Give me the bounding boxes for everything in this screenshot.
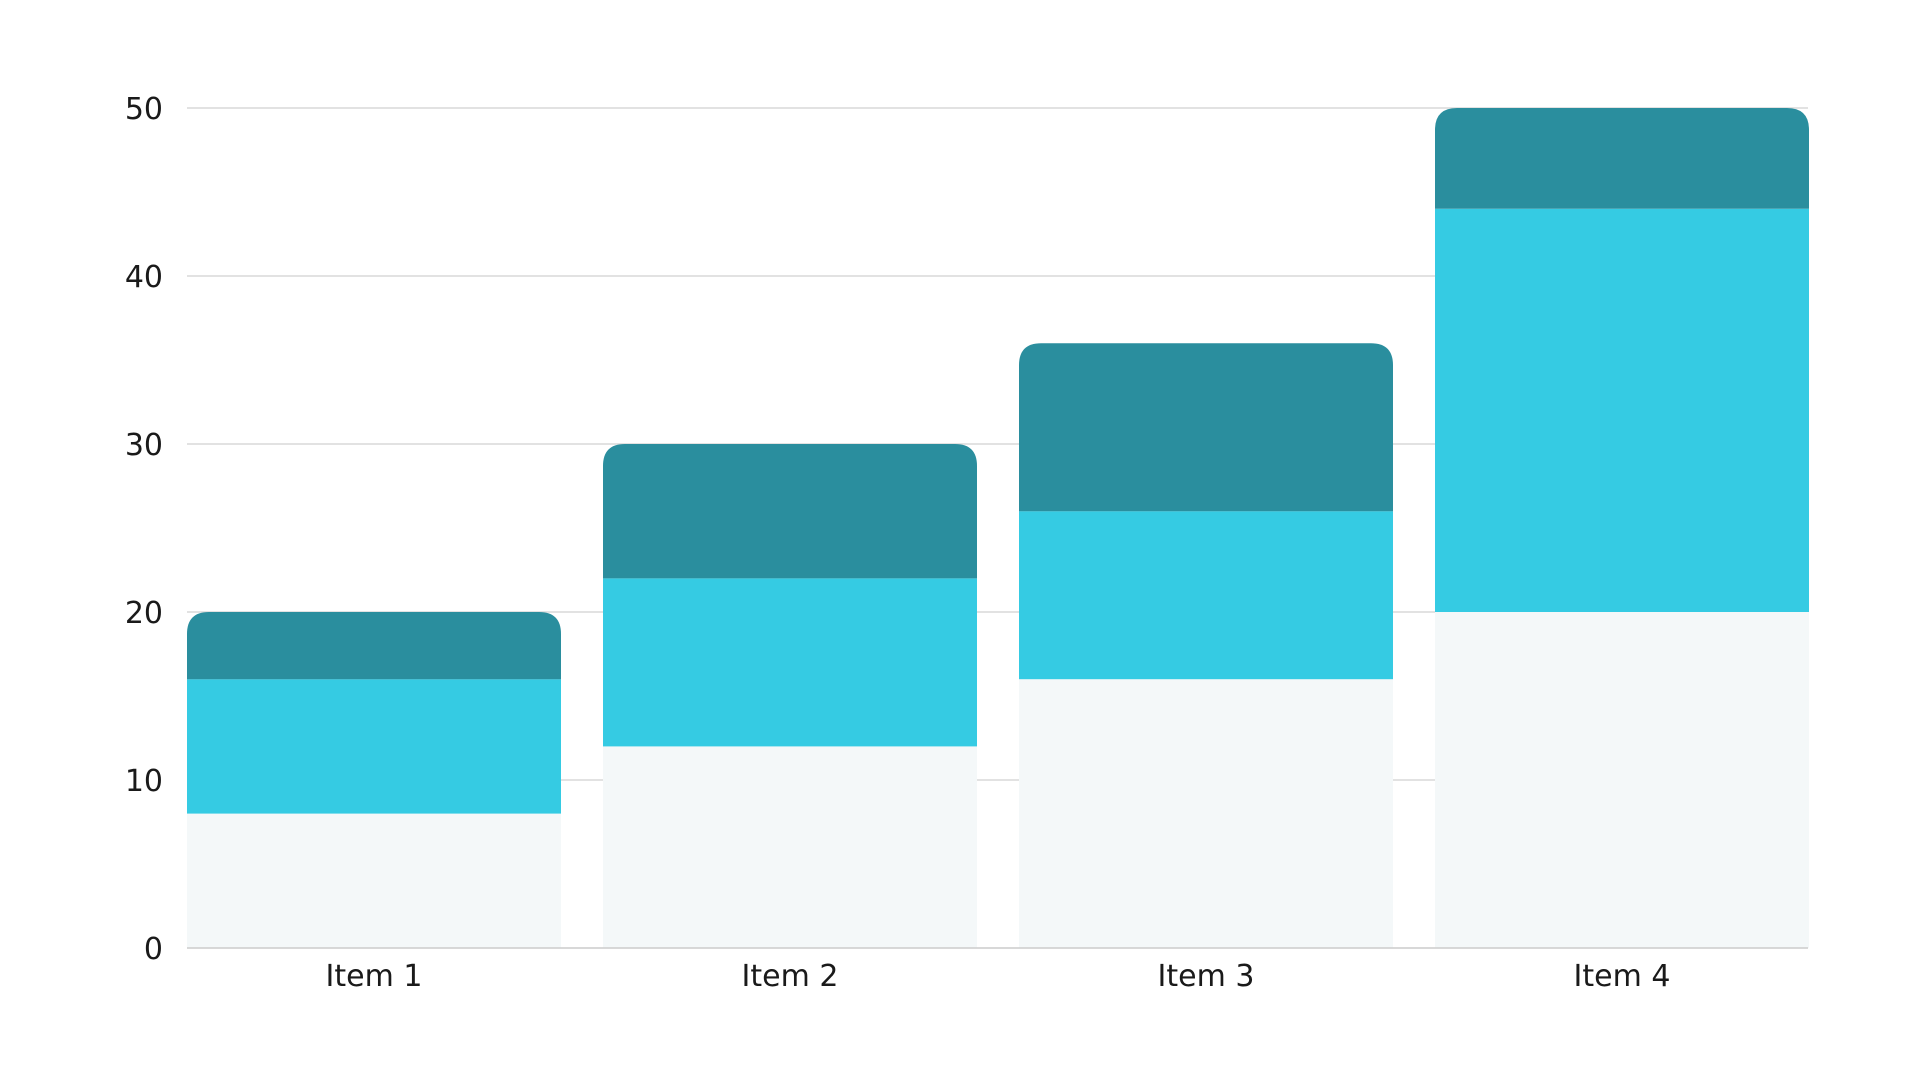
x-tick-label: Item 3 — [1158, 959, 1255, 994]
bar-segment — [1435, 108, 1809, 209]
x-tick-label: Item 2 — [742, 959, 839, 994]
y-tick-label: 50 — [125, 92, 163, 127]
bar-segment — [187, 612, 561, 680]
x-tick-label: Item 4 — [1574, 959, 1671, 994]
bar-segment — [1435, 612, 1809, 948]
bar-segment — [603, 578, 977, 747]
bar-segment — [187, 679, 561, 814]
y-tick-label: 10 — [125, 764, 163, 799]
y-tick-label: 40 — [125, 260, 163, 295]
bar-segment — [603, 444, 977, 579]
y-tick-label: 0 — [144, 932, 163, 967]
x-tick-label: Item 1 — [326, 959, 423, 994]
bar-segment — [1435, 208, 1809, 613]
y-tick-label: 20 — [125, 596, 163, 631]
bar-segment — [1019, 343, 1393, 512]
bars — [187, 108, 1809, 948]
bar-segment — [1019, 679, 1393, 948]
y-axis-tick-labels: 0 10 20 30 40 50 — [125, 92, 163, 967]
y-tick-label: 30 — [125, 428, 163, 463]
x-axis-category-labels: Item 1 Item 2 Item 3 Item 4 — [326, 959, 1671, 994]
bar-segment — [603, 746, 977, 948]
bar-segment — [1019, 511, 1393, 680]
bar-segment — [187, 813, 561, 948]
